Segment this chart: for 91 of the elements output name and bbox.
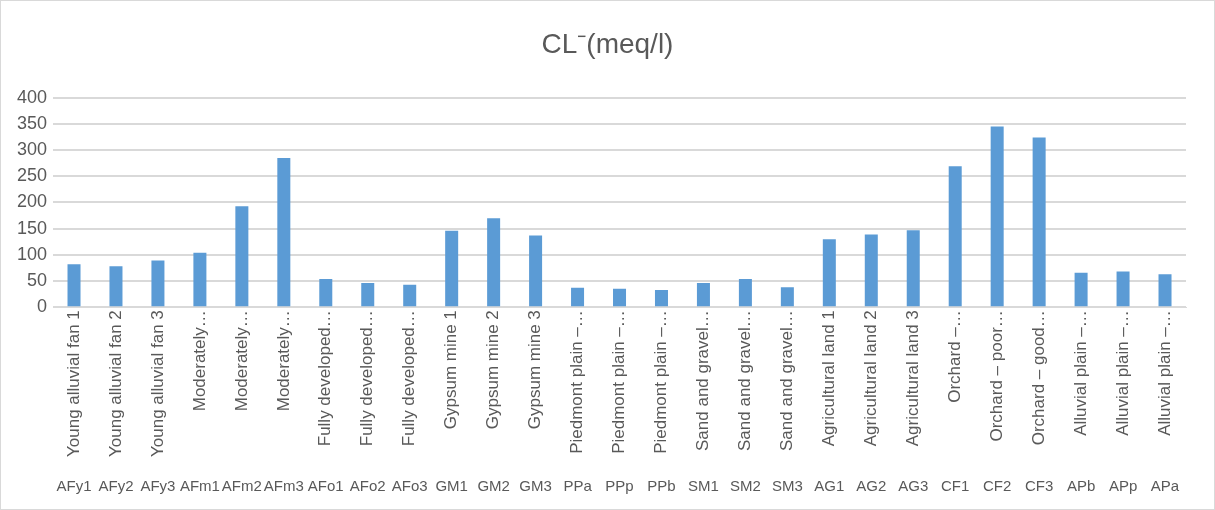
bar <box>780 287 794 307</box>
text: AG2 <box>856 477 887 495</box>
text: AFo3 <box>391 477 428 495</box>
bar <box>277 158 291 307</box>
bar <box>319 278 333 307</box>
text: PPp <box>605 477 634 495</box>
x-tick-label: Moderately… <box>273 310 293 412</box>
y-tick-label: 100 <box>16 243 48 264</box>
x-tick-label: Orchard –… <box>944 310 964 403</box>
bar <box>445 230 459 307</box>
bar <box>864 234 878 307</box>
x-tick-label: Young alluvial fan 1 <box>63 310 83 457</box>
bar <box>151 260 165 307</box>
text: APp <box>1108 477 1138 495</box>
text: AG1 <box>814 477 845 495</box>
bar <box>1116 271 1130 307</box>
bar <box>235 206 249 307</box>
text: APb <box>1066 477 1096 495</box>
bar <box>1074 272 1088 307</box>
y-tick-label: 300 <box>16 139 48 160</box>
bar <box>822 239 836 307</box>
bar <box>67 264 81 307</box>
bar <box>696 283 710 307</box>
text: AFm3 <box>263 477 304 495</box>
bar <box>361 283 375 307</box>
y-tick-label: 200 <box>16 191 48 212</box>
text: PPb <box>647 477 676 495</box>
x-tick-label: Moderately… <box>189 310 209 412</box>
x-tick-label: Fully developed… <box>399 310 419 447</box>
x-tick-label: Agricultural land 2 <box>860 310 880 447</box>
x-tick-label: Sand and gravel… <box>777 310 797 451</box>
text: CF2 <box>983 477 1012 495</box>
bar <box>109 266 123 307</box>
x-tick-label: Alluvial plain –… <box>1112 310 1132 436</box>
x-tick-label: Fully developed… <box>315 310 335 447</box>
x-tick-label: Moderately… <box>231 310 251 412</box>
text: CF1 <box>941 477 970 495</box>
bar <box>613 288 627 307</box>
x-tick-label: Alluvial plain –… <box>1154 310 1174 436</box>
text: PPa <box>563 477 593 495</box>
x-tick-label: Gypsum mine 3 <box>525 310 545 430</box>
text: SM2 <box>729 477 761 495</box>
x-tick-label: Young alluvial fan 3 <box>147 310 167 457</box>
text: AFy3 <box>140 477 176 495</box>
bar <box>1032 137 1046 307</box>
text: AFo2 <box>349 477 386 495</box>
bar <box>906 230 920 307</box>
text: SM3 <box>771 477 803 495</box>
y-tick-label: 50 <box>27 269 48 290</box>
text: AFm1 <box>179 477 220 495</box>
y-tick-label: 150 <box>16 217 48 238</box>
text: AFy1 <box>56 477 92 495</box>
bar <box>529 235 543 307</box>
x-tick-label: Orchard – poor… <box>986 310 1006 442</box>
y-tick-label: 250 <box>16 165 48 186</box>
text: GM2 <box>477 477 510 495</box>
y-tick-label: 0 <box>37 296 48 317</box>
x-tick-label: Orchard – good… <box>1028 310 1048 446</box>
bar <box>990 126 1004 307</box>
text: APa <box>1150 477 1180 495</box>
x-tick-label: Piedmont plain –… <box>609 310 629 454</box>
bar <box>654 289 668 307</box>
text: AFo1 <box>307 477 344 495</box>
x-tick-label: Sand and gravel… <box>693 310 713 451</box>
text: AFy2 <box>98 477 134 495</box>
x-tick-label: Agricultural land 1 <box>819 310 839 447</box>
bar <box>403 284 417 307</box>
x-tick-label: Fully developed… <box>357 310 377 447</box>
x-tick-label: Gypsum mine 2 <box>483 310 503 430</box>
text: GM3 <box>519 477 552 495</box>
bar <box>738 278 752 307</box>
text: GM1 <box>435 477 468 495</box>
chart-title: CL⁻(meq/l) <box>540 27 675 61</box>
text: SM1 <box>688 477 719 495</box>
bar <box>571 287 585 307</box>
text: CF3 <box>1024 477 1054 495</box>
x-tick-label: Gypsum mine 1 <box>441 310 461 430</box>
bar <box>487 218 501 307</box>
x-tick-label: Piedmont plain –… <box>567 310 587 454</box>
x-tick-label: Sand and gravel… <box>735 310 755 451</box>
text: AG3 <box>898 477 929 495</box>
bar <box>193 252 207 307</box>
x-tick-label: Agricultural land 3 <box>902 310 922 447</box>
x-tick-label: Alluvial plain –… <box>1070 310 1090 436</box>
text: AFm2 <box>221 477 262 495</box>
y-tick-label: 350 <box>16 112 48 133</box>
x-tick-label: Piedmont plain –… <box>651 310 671 454</box>
bar <box>948 166 962 307</box>
bar <box>1158 274 1172 307</box>
y-tick-label: 400 <box>16 86 48 107</box>
x-tick-label: Young alluvial fan 2 <box>105 310 125 457</box>
